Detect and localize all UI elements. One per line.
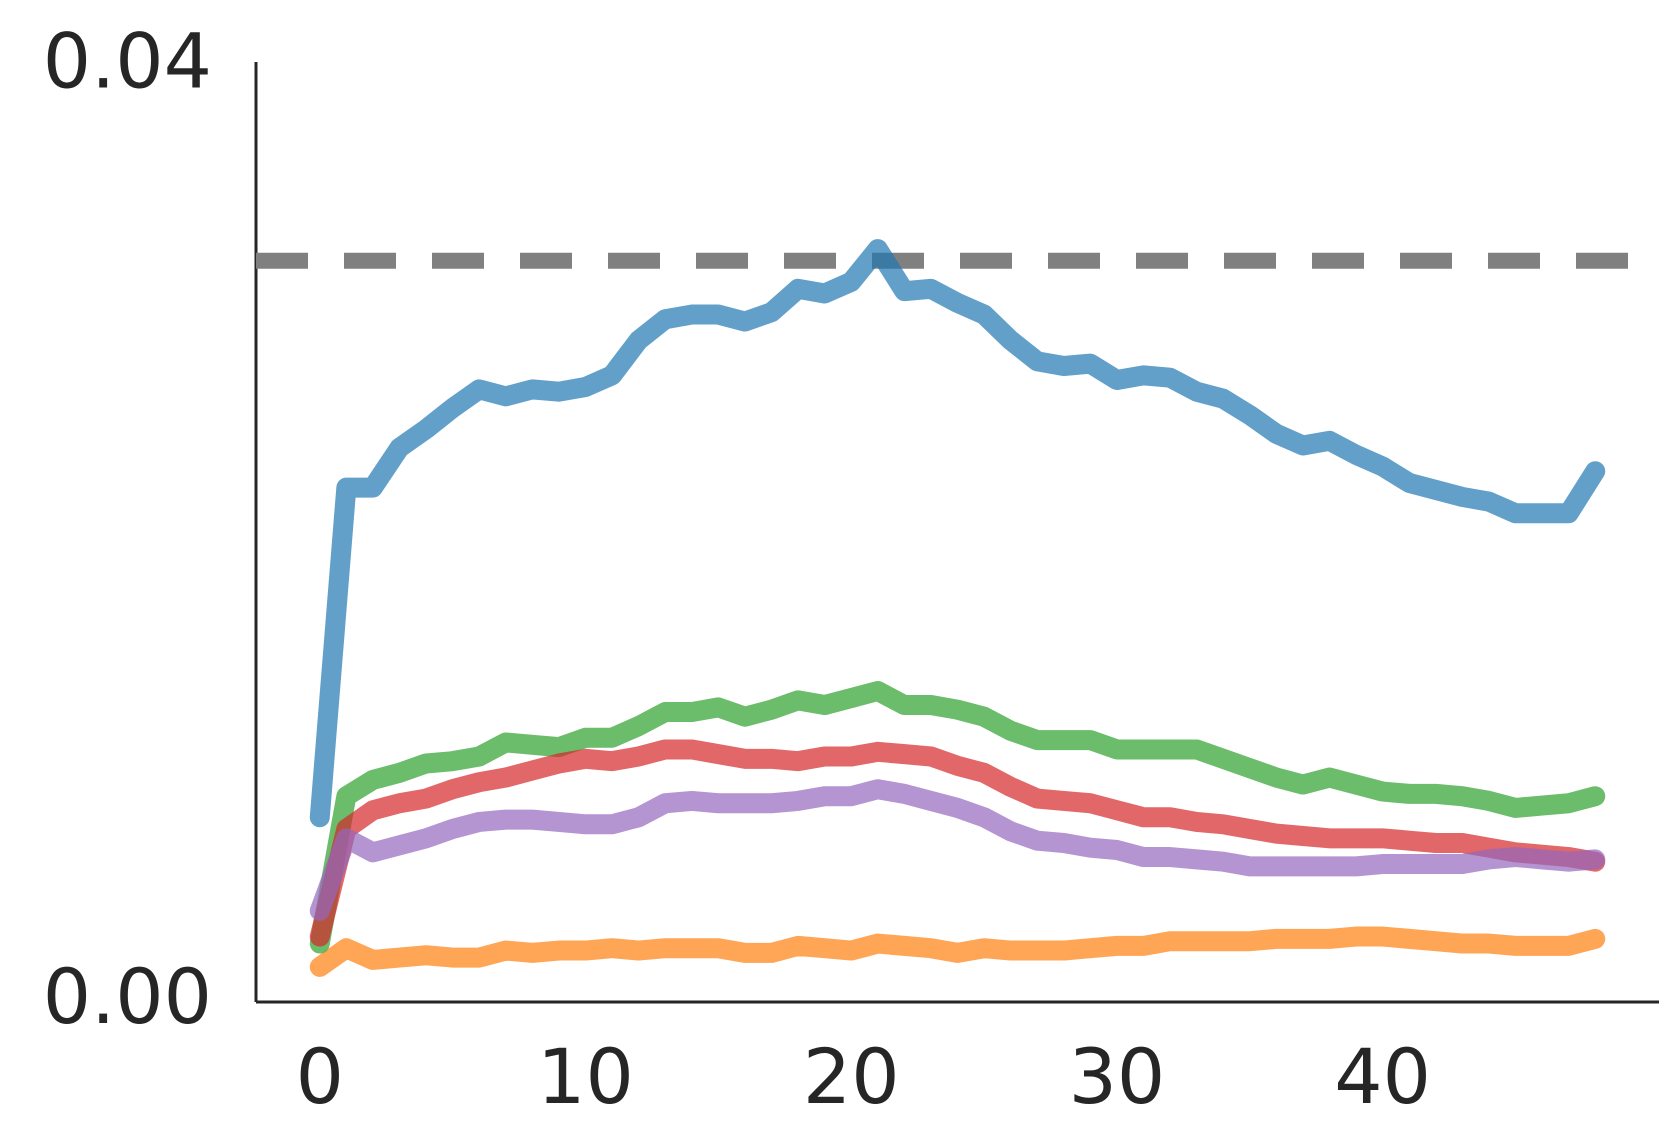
y-tick-label: 0.04	[43, 17, 212, 106]
line-series	[309, 239, 1606, 828]
line-series	[309, 926, 1606, 977]
line-series	[309, 779, 1606, 921]
x-tick-label: 10	[537, 1032, 634, 1121]
x-tick-label: 30	[1069, 1032, 1166, 1121]
x-tick-label: 40	[1334, 1032, 1431, 1121]
y-tick-label: 0.00	[43, 952, 212, 1041]
x-tick-label: 20	[803, 1032, 900, 1121]
line-series	[309, 739, 1606, 947]
x-tick-label: 0	[296, 1032, 344, 1121]
line-series	[309, 681, 1606, 954]
